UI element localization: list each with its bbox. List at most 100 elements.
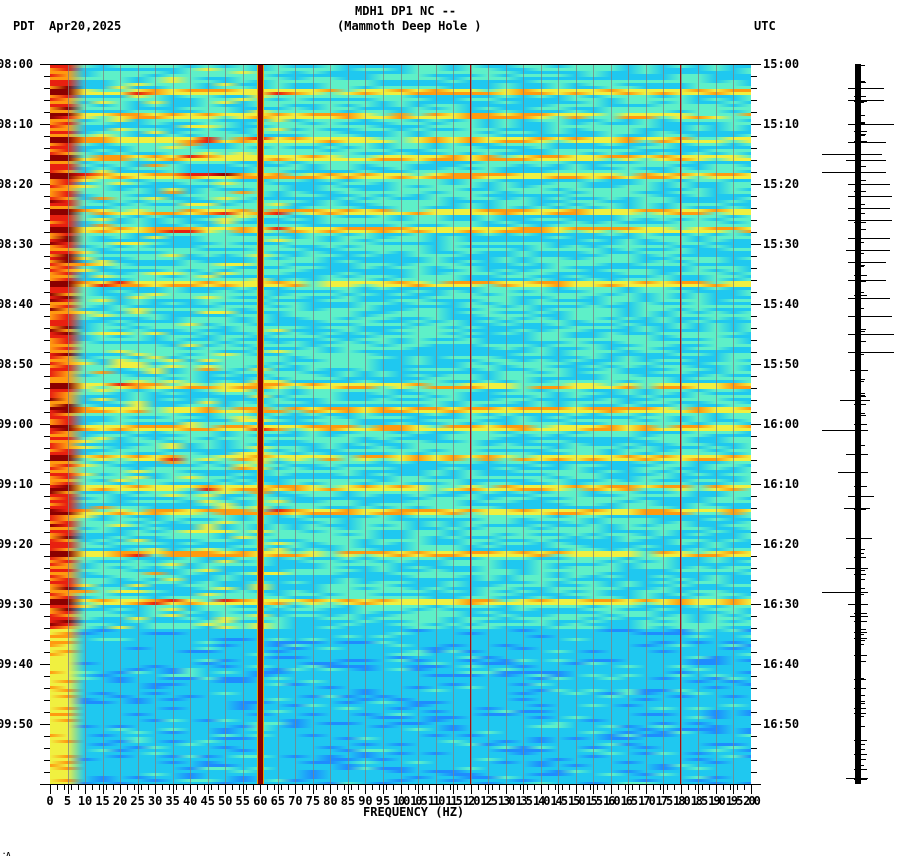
left-axis-tick (44, 736, 50, 737)
frequency-gridline (330, 65, 332, 784)
x-axis-tick (568, 784, 570, 790)
x-axis-tick (155, 784, 157, 794)
x-axis-label: 60 (253, 794, 268, 808)
seismogram-jitter (856, 677, 864, 679)
x-axis-tick (382, 784, 384, 794)
x-axis-tick (666, 784, 668, 790)
x-axis-tick (519, 784, 521, 790)
x-axis-tick (344, 784, 346, 790)
left-axis-label: 08:30 (0, 237, 34, 251)
x-axis-tick (351, 784, 353, 790)
seismogram-spike (848, 220, 892, 221)
x-axis-label: 160 (602, 794, 621, 808)
left-axis-tick (44, 496, 50, 497)
x-axis-label: 50 (218, 794, 233, 808)
x-axis-tick (197, 784, 199, 790)
left-axis-tick (44, 712, 50, 713)
x-axis-tick (628, 784, 630, 794)
x-axis-tick (242, 784, 244, 794)
x-axis-tick (743, 784, 745, 790)
seismogram-jitter (853, 632, 867, 634)
left-axis-tick (44, 256, 50, 257)
seismogram-jitter (854, 221, 866, 223)
frequency-gridline (242, 65, 244, 784)
x-axis-label: 30 (147, 794, 163, 808)
seismogram-jitter (854, 261, 866, 263)
seismogram-jitter (855, 695, 865, 697)
x-axis-tick (596, 784, 598, 790)
x-axis-tick (477, 784, 479, 790)
x-axis-tick (127, 784, 129, 790)
right-axis-tick (751, 508, 757, 509)
right-axis-tick (751, 448, 757, 449)
x-axis-label: 145 (550, 794, 568, 808)
x-axis-label: 185 (690, 794, 709, 808)
seismogram-jitter (855, 748, 865, 750)
frequency-gridline (418, 65, 420, 784)
seismogram-spike (822, 154, 882, 155)
x-axis-tick (386, 784, 388, 790)
seismogram-jitter (853, 620, 867, 622)
x-axis-tick (645, 784, 647, 794)
x-axis-tick (488, 784, 490, 794)
seismogram-jitter (855, 743, 865, 745)
x-axis-label: 25 (130, 794, 145, 808)
seismogram-jitter (854, 557, 866, 559)
x-axis-tick (694, 784, 696, 790)
seismogram-jitter (855, 701, 865, 703)
seismogram-jitter (855, 81, 865, 83)
seismogram-jitter (854, 574, 866, 576)
x-axis-tick (708, 784, 710, 790)
seismogram-jitter (854, 133, 866, 135)
frequency-gridline (382, 65, 384, 784)
x-axis-tick (71, 784, 73, 790)
x-axis-tick (617, 784, 619, 790)
x-axis-tick (523, 784, 525, 794)
x-axis-tick (610, 784, 612, 794)
seismogram-jitter (855, 392, 865, 394)
right-axis-tick (751, 532, 757, 533)
left-axis-tick (44, 268, 50, 269)
x-axis-tick (281, 784, 283, 790)
seismogram-jitter (854, 759, 866, 761)
x-axis-label: 190 (708, 794, 726, 808)
left-axis-label: 09:50 (0, 717, 34, 731)
right-axis-tick (751, 748, 757, 749)
x-axis-tick (190, 784, 192, 794)
x-axis-tick (64, 784, 66, 790)
frequency-gridline (523, 65, 525, 784)
left-axis-tick (44, 100, 50, 101)
left-axis-label: 09:30 (0, 597, 34, 611)
frequency-gridline (225, 65, 227, 784)
x-axis-tick (442, 784, 444, 790)
x-axis-tick (751, 784, 752, 794)
x-axis-label: 130 (497, 794, 516, 808)
frequency-gridline (733, 65, 735, 784)
x-axis-tick (533, 784, 535, 790)
frequency-gridline (120, 65, 122, 784)
right-axis-label: 16:00 (763, 417, 800, 431)
seismogram-spike (822, 172, 886, 173)
left-axis-label: 09:10 (0, 477, 34, 491)
x-axis-label: 10 (77, 794, 93, 808)
right-axis-tick (751, 400, 757, 401)
x-axis-tick (526, 784, 528, 790)
x-axis-tick (393, 784, 395, 790)
x-axis-label: 95 (375, 794, 391, 808)
frequency-gridline (488, 65, 490, 784)
right-axis-tick (751, 784, 761, 785)
seismogram-spike (846, 250, 890, 251)
x-axis-label: 65 (270, 794, 286, 808)
left-axis-tick (40, 724, 50, 725)
x-axis-label: 195 (725, 794, 744, 808)
x-axis-tick (638, 784, 640, 790)
right-axis-tick (751, 520, 757, 521)
seismogram-jitter (856, 159, 864, 161)
x-axis-tick (162, 784, 164, 790)
left-axis-tick (44, 508, 50, 509)
seismogram-spike (848, 196, 892, 197)
x-axis-tick (57, 784, 58, 790)
left-axis-tick (40, 424, 50, 425)
seismogram-jitter (855, 378, 865, 380)
x-axis-label: 75 (305, 794, 321, 808)
